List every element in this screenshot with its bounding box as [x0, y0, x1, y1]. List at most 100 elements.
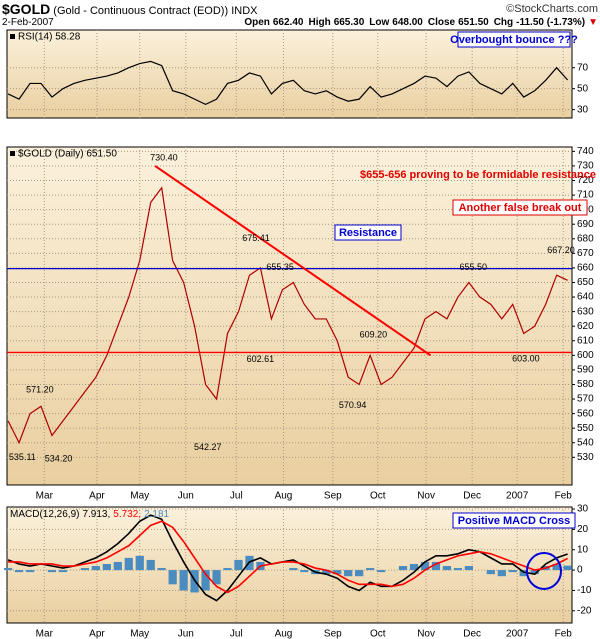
- price-label: 602.61: [247, 354, 275, 364]
- y-tick-label: 30: [577, 504, 589, 515]
- annotation-box: [334, 224, 402, 241]
- histogram-bar: [212, 570, 221, 585]
- x-tick-label: May: [130, 491, 149, 502]
- highlight-circle: [526, 552, 562, 590]
- price-label: 570.94: [339, 400, 367, 410]
- quote-label: Chg: [493, 17, 514, 28]
- y-tick-label: 630: [577, 306, 594, 317]
- y-tick-label: -20: [577, 605, 592, 616]
- x-tick-label: Dec: [463, 491, 481, 502]
- histogram-bar: [420, 561, 430, 571]
- histogram-bar: [344, 570, 353, 577]
- histogram-bar: [289, 568, 298, 571]
- legend-title: $GOLD (Daily) 651.50: [18, 149, 117, 160]
- quote: Open 662.40 High 665.30 Low 648.00 Close 651.50…: [239, 17, 598, 28]
- legend-entry: 5.732,: [113, 509, 141, 520]
- histogram-bar: [223, 568, 232, 571]
- x-tick-label: May: [130, 629, 149, 639]
- price-label: 730.40: [150, 153, 178, 163]
- price-label: 535.11: [9, 452, 36, 462]
- series-line: [7, 60, 569, 106]
- histogram-bar: [146, 559, 155, 571]
- series-line: [8, 520, 568, 594]
- series-line: [7, 186, 568, 445]
- exchange: INDX: [231, 5, 258, 17]
- price-label: 542.27: [194, 442, 222, 452]
- price-label: 534.20: [45, 454, 73, 464]
- price-label: 655.50: [459, 262, 487, 272]
- histogram-bar: [442, 566, 452, 571]
- x-tick-label: Jul: [230, 629, 243, 639]
- legend-title: RSI(14) 58.28: [18, 32, 81, 43]
- histogram-bar: [201, 570, 210, 591]
- y-tick-label: 30: [577, 104, 589, 115]
- histogram-bar: [508, 570, 517, 573]
- y-tick-label: 570: [577, 394, 594, 405]
- x-tick-label: 2007: [506, 491, 529, 502]
- down-arrow: ▼: [588, 17, 598, 28]
- x-tick-label: Oct: [370, 491, 386, 502]
- price-label: 603.00: [512, 353, 540, 363]
- annotation-box: [452, 199, 588, 216]
- histogram-bar: [497, 570, 506, 577]
- y-tick-label: 640: [577, 292, 594, 303]
- histogram-bar: [376, 570, 386, 573]
- x-tick-label: Jun: [178, 491, 194, 502]
- histogram-bar: [14, 570, 24, 573]
- y-tick-label: 590: [577, 365, 594, 376]
- histogram-bar: [530, 570, 539, 575]
- quote-value: -11.50 (-1.73%): [516, 17, 586, 28]
- histogram-bar: [80, 568, 90, 571]
- header-line-1: $GOLD (Gold - Continuous Contract (EOD))…: [2, 1, 598, 17]
- x-tick-label: Dec: [463, 629, 481, 639]
- y-tick-label: 610: [577, 335, 594, 346]
- price-label: 667.20: [547, 245, 575, 255]
- x-tick-label: Oct: [370, 629, 386, 639]
- histogram-bar: [322, 570, 331, 575]
- plot-area: 30 50 70 RSI(14) 58.28 Mar Apr May Jun Jul Aug Sep…: [3, 29, 594, 639]
- y-tick-label: 600: [577, 350, 594, 361]
- annotation-box: [457, 31, 571, 48]
- y-tick-label: 540: [577, 437, 594, 448]
- x-tick-label: Feb: [555, 629, 573, 639]
- histogram-bar: [58, 570, 68, 573]
- quote-label: High: [308, 17, 331, 28]
- annotation: $655-656 proving to be formidable resist…: [360, 169, 596, 181]
- x-tick-label: Mar: [36, 491, 54, 502]
- symbol: $GOLD: [2, 1, 51, 17]
- quote-label: Close: [427, 17, 456, 28]
- panel-background: [6, 146, 573, 486]
- x-tick-label: Mar: [36, 629, 54, 639]
- y-tick-label: -10: [577, 585, 592, 596]
- histogram-bar: [486, 570, 495, 575]
- y-tick-label: 710: [577, 190, 594, 201]
- histogram-bar: [135, 555, 144, 571]
- histogram-bar: [25, 570, 35, 573]
- histogram-bar: [563, 565, 572, 571]
- y-tick-label: 550: [577, 423, 594, 434]
- credit: ©StockCharts.com: [506, 3, 598, 15]
- histogram-bar: [124, 557, 133, 571]
- legend-swatch: [10, 34, 15, 39]
- annotation: Another false break out: [459, 202, 582, 214]
- y-tick-label: 10: [577, 544, 589, 555]
- y-tick-label: 530: [577, 452, 594, 463]
- y-tick-label: 560: [577, 408, 594, 419]
- histogram-bar: [398, 566, 408, 571]
- histogram-bar: [519, 570, 528, 577]
- histogram-bar: [409, 563, 419, 571]
- histogram-bar: [91, 566, 100, 571]
- legend-entry: 7.913,: [82, 509, 110, 520]
- x-tick-label: Aug: [275, 491, 293, 502]
- histogram-bar: [366, 568, 375, 571]
- quote-value: 648.00: [392, 17, 423, 28]
- legend-swatch: [10, 151, 15, 156]
- y-tick-label: 20: [577, 524, 589, 535]
- histogram-bar: [355, 570, 364, 577]
- x-tick-label: Sep: [324, 491, 342, 502]
- y-tick-label: 720: [577, 175, 594, 186]
- date: 2-Feb-2007: [2, 17, 54, 28]
- y-tick-label: 580: [577, 379, 594, 390]
